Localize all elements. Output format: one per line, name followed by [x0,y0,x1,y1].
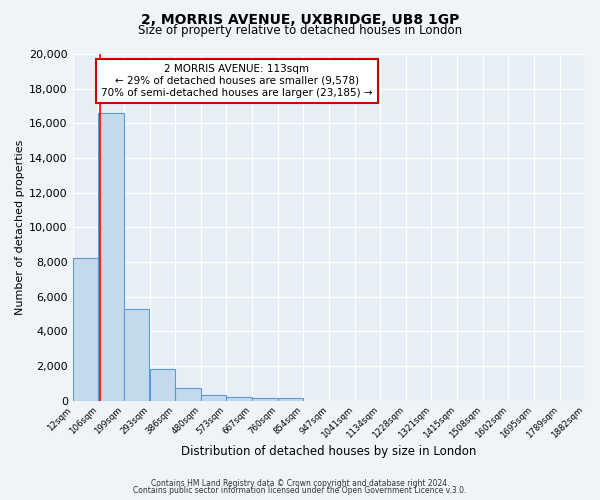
Text: 2, MORRIS AVENUE, UXBRIDGE, UB8 1GP: 2, MORRIS AVENUE, UXBRIDGE, UB8 1GP [141,12,459,26]
Text: 2 MORRIS AVENUE: 113sqm
← 29% of detached houses are smaller (9,578)
70% of semi: 2 MORRIS AVENUE: 113sqm ← 29% of detache… [101,64,373,98]
Bar [278,398,303,400]
X-axis label: Distribution of detached houses by size in London: Distribution of detached houses by size … [181,444,476,458]
Bar [226,397,252,400]
Bar [124,308,149,400]
Y-axis label: Number of detached properties: Number of detached properties [15,140,25,315]
Bar [73,258,98,400]
Bar [175,388,200,400]
Text: Contains public sector information licensed under the Open Government Licence v.: Contains public sector information licen… [133,486,467,495]
Bar [98,113,124,401]
Text: Contains HM Land Registry data © Crown copyright and database right 2024.: Contains HM Land Registry data © Crown c… [151,478,449,488]
Bar [252,398,278,400]
Bar [201,396,226,400]
Bar [149,370,175,400]
Text: Size of property relative to detached houses in London: Size of property relative to detached ho… [138,24,462,37]
